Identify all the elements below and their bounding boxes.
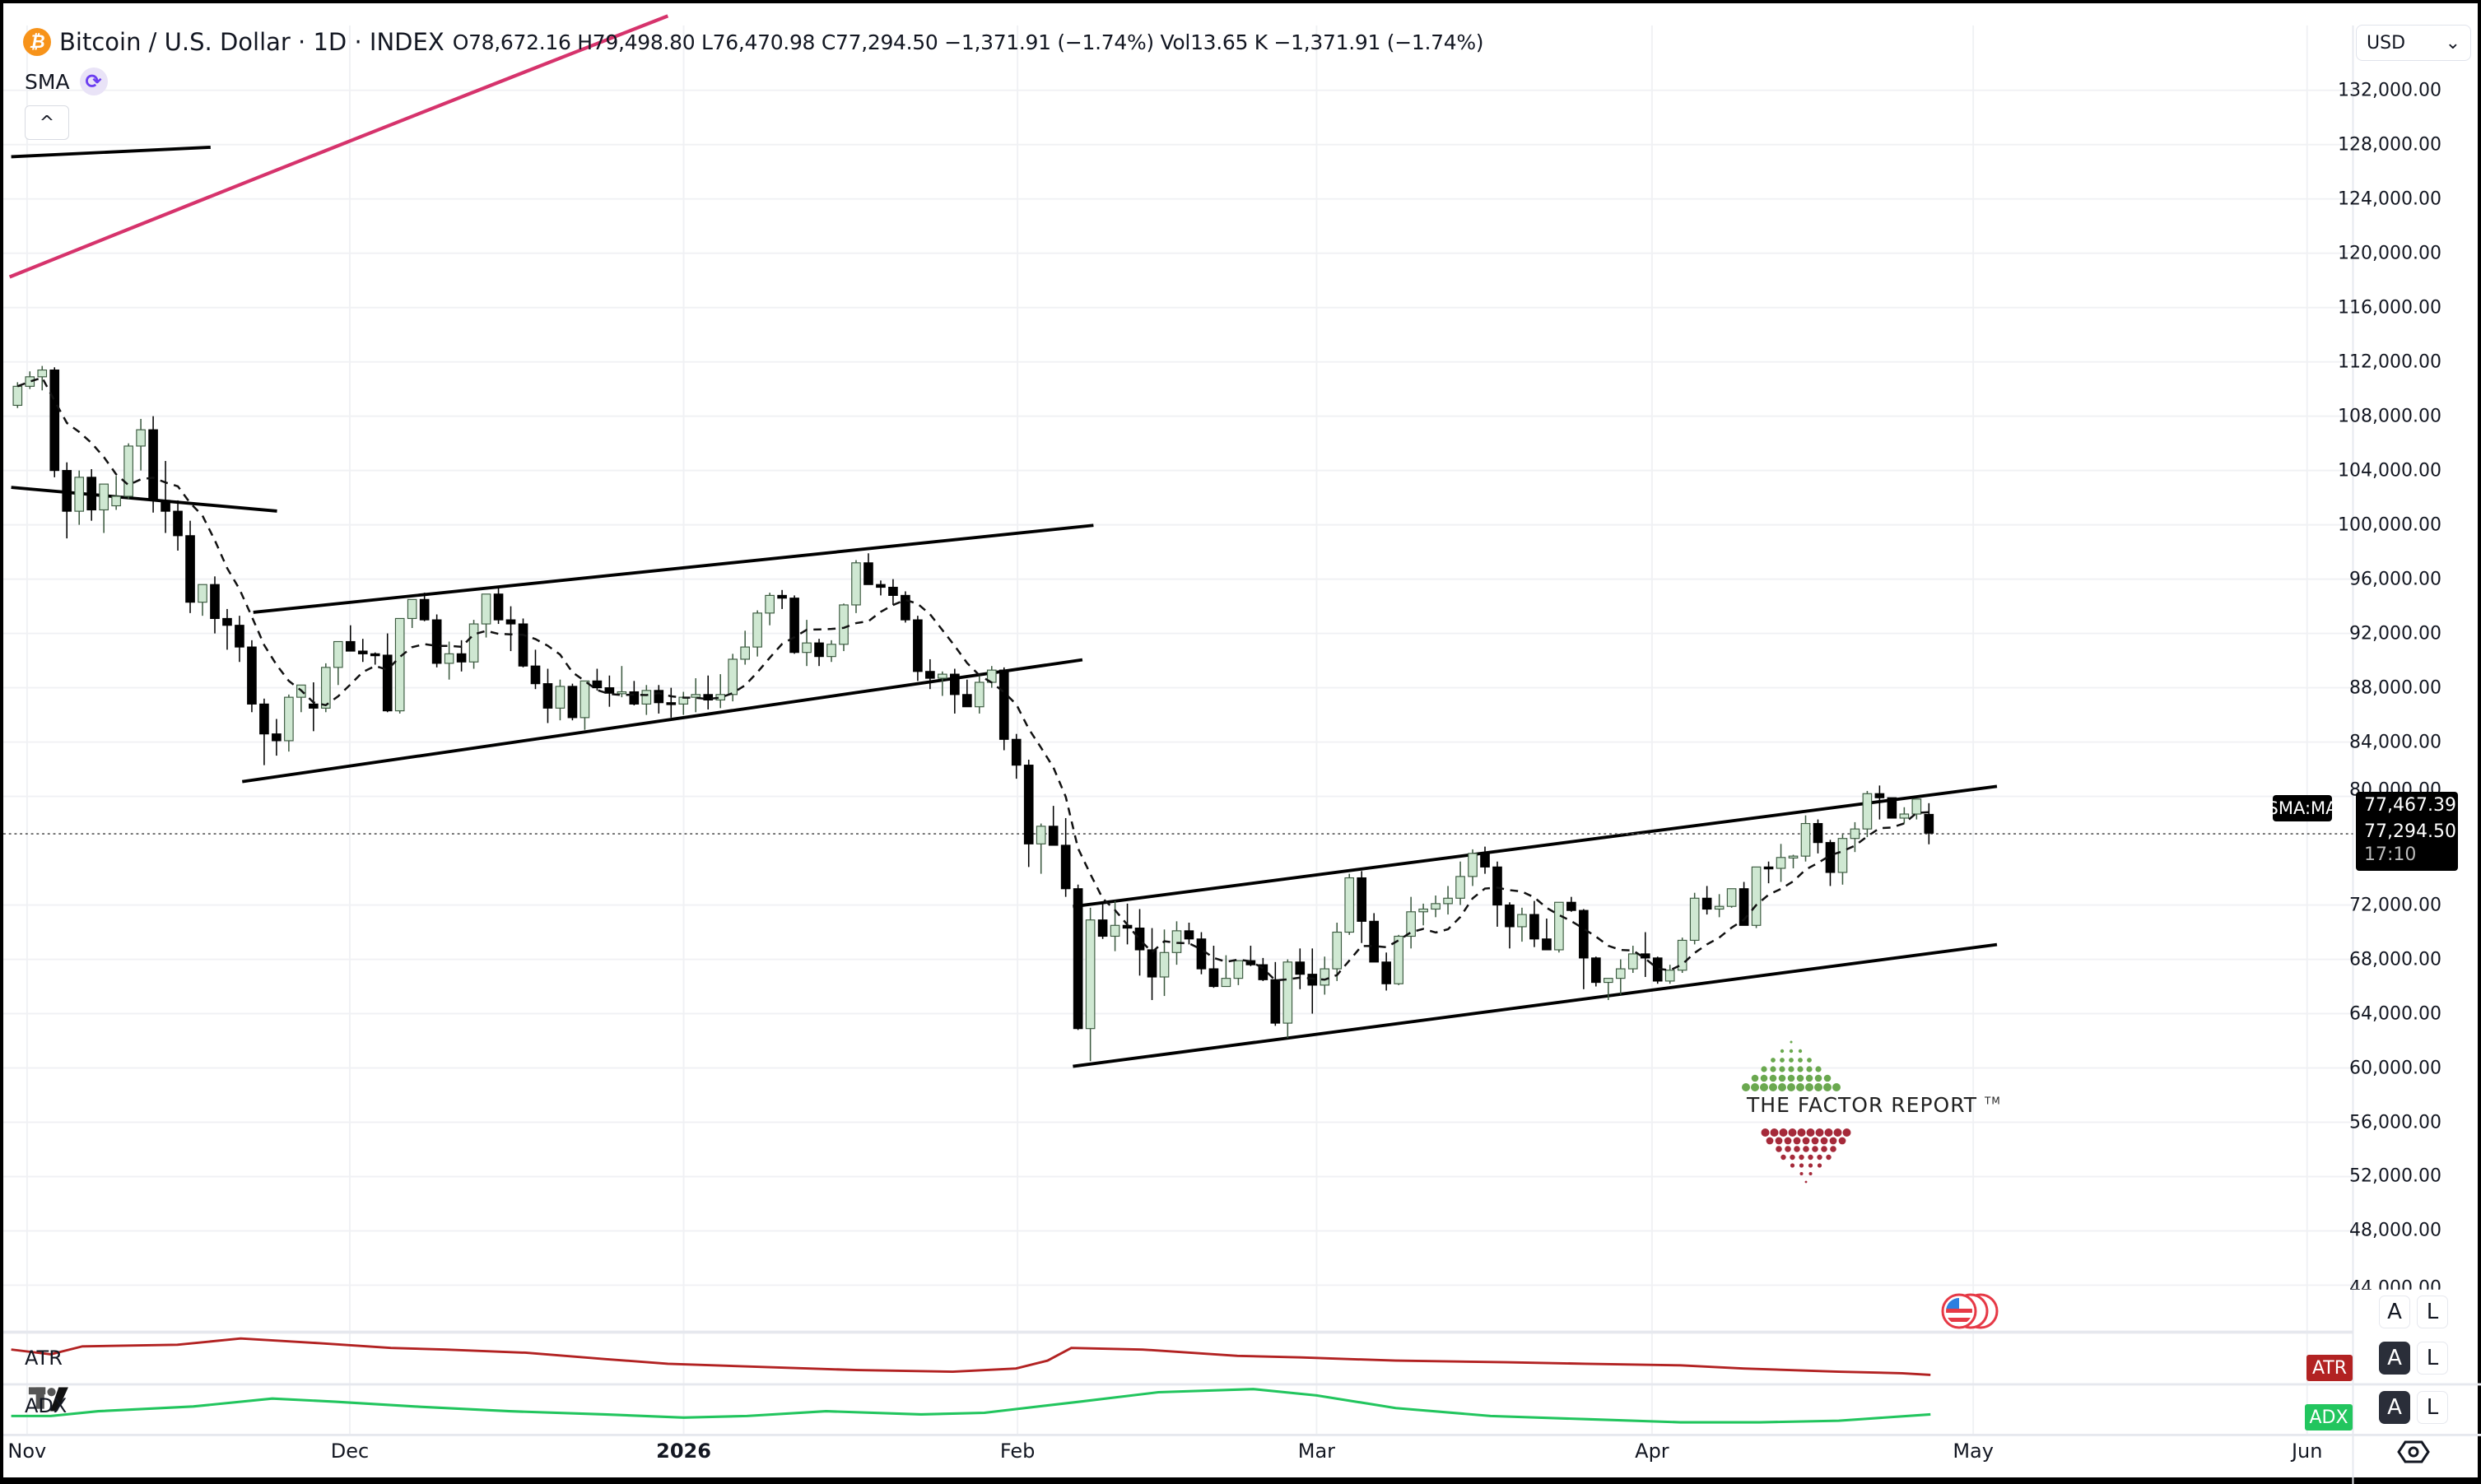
last-price-tag: 77,467.39 77,294.50 17:10	[2356, 792, 2458, 871]
price-tick: 72,000.00	[2349, 895, 2441, 916]
chevron-down-icon: ⌄	[2445, 32, 2460, 53]
price-tick: 132,000.00	[2338, 80, 2441, 101]
us-economic-event-icon[interactable]	[1933, 1292, 1999, 1330]
refresh-icon[interactable]: ⟳	[79, 67, 108, 95]
factor-report-watermark: THE FACTOR REPORT TM	[1740, 1030, 2004, 1187]
currency-select[interactable]: USD ⌄	[2356, 25, 2471, 61]
price-tick: 84,000.00	[2349, 732, 2441, 753]
last-price: 77,294.50	[2364, 821, 2456, 842]
price-tick: 100,000.00	[2338, 514, 2441, 536]
tradingview-logo-icon	[28, 1387, 68, 1412]
adx-log-scale-button[interactable]: L	[2417, 1391, 2448, 1424]
price-tick: 104,000.00	[2338, 460, 2441, 481]
price-tick: 120,000.00	[2338, 243, 2441, 264]
price-tick: 116,000.00	[2338, 297, 2441, 319]
time-tick: Jun	[2291, 1440, 2323, 1463]
sma-indicator-legend[interactable]: SMA ⟳	[25, 67, 108, 95]
atr-line	[11, 1337, 1931, 1376]
adx-value-tag: ADX	[2305, 1404, 2353, 1431]
time-tick: 2026	[656, 1440, 711, 1463]
price-tick: 92,000.00	[2349, 623, 2441, 644]
adx-line	[11, 1388, 1931, 1424]
ohlc-values: O78,672.16 H79,498.80 L76,470.98 C77,294…	[452, 30, 1484, 54]
price-tick: 96,000.00	[2349, 569, 2441, 590]
price-tick: 88,000.00	[2349, 677, 2441, 699]
sma-line	[16, 376, 1929, 982]
symbol-title[interactable]: Bitcoin / U.S. Dollar · 1D · INDEX	[59, 28, 445, 56]
atr-auto-scale-button[interactable]: A	[2379, 1342, 2410, 1375]
time-tick: Feb	[999, 1440, 1036, 1463]
candlestick-series	[12, 365, 1934, 1062]
symbol-legend[interactable]: ₿ Bitcoin / U.S. Dollar · 1D · INDEX O78…	[23, 28, 1484, 56]
price-tick: 48,000.00	[2349, 1220, 2441, 1241]
sma-label: SMA	[25, 69, 70, 94]
atr-pane-label: ATR	[25, 1347, 63, 1370]
bitcoin-icon: ₿	[23, 28, 51, 56]
auto-scale-button[interactable]: A	[2379, 1296, 2410, 1328]
price-tick: 64,000.00	[2349, 1003, 2441, 1025]
price-tick: 128,000.00	[2338, 134, 2441, 156]
settings-hexagon-icon[interactable]	[2397, 1435, 2430, 1468]
price-tick: 108,000.00	[2338, 406, 2441, 427]
adx-auto-scale-button[interactable]: A	[2379, 1391, 2410, 1424]
atr-log-scale-button[interactable]: L	[2417, 1342, 2448, 1375]
price-tick: 52,000.00	[2349, 1165, 2441, 1187]
bar-countdown: 17:10	[2364, 844, 2417, 865]
pink-trend-curve	[8, 14, 669, 279]
time-tick: Apr	[1635, 1440, 1669, 1463]
log-scale-button[interactable]: L	[2417, 1296, 2448, 1328]
price-tick: 56,000.00	[2349, 1112, 2441, 1133]
adx-pane-label: ADX	[25, 1394, 67, 1417]
chevron-up-icon: ^	[39, 112, 55, 133]
time-tick: Dec	[330, 1440, 370, 1463]
time-tick: Mar	[1297, 1440, 1336, 1463]
price-tick: 112,000.00	[2338, 351, 2441, 373]
price-tick: 60,000.00	[2349, 1058, 2441, 1078]
time-tick: Nov	[7, 1440, 47, 1463]
price-tick: 124,000.00	[2338, 188, 2441, 210]
sma-axis-tag: SMA:MA	[2268, 795, 2338, 821]
sma-value: 77,467.39	[2364, 795, 2456, 816]
grid-lines	[3, 25, 2353, 1435]
atr-value-tag: ATR	[2306, 1355, 2353, 1381]
time-tick: May	[1953, 1440, 1994, 1463]
price-tick: 68,000.00	[2349, 949, 2441, 970]
collapse-legend-button[interactable]: ^	[25, 105, 69, 140]
watermark-dots-icon	[1742, 1040, 1851, 1184]
price-chart[interactable]	[3, 3, 2481, 1484]
price-tick: 44,000.00	[2349, 1277, 2441, 1299]
